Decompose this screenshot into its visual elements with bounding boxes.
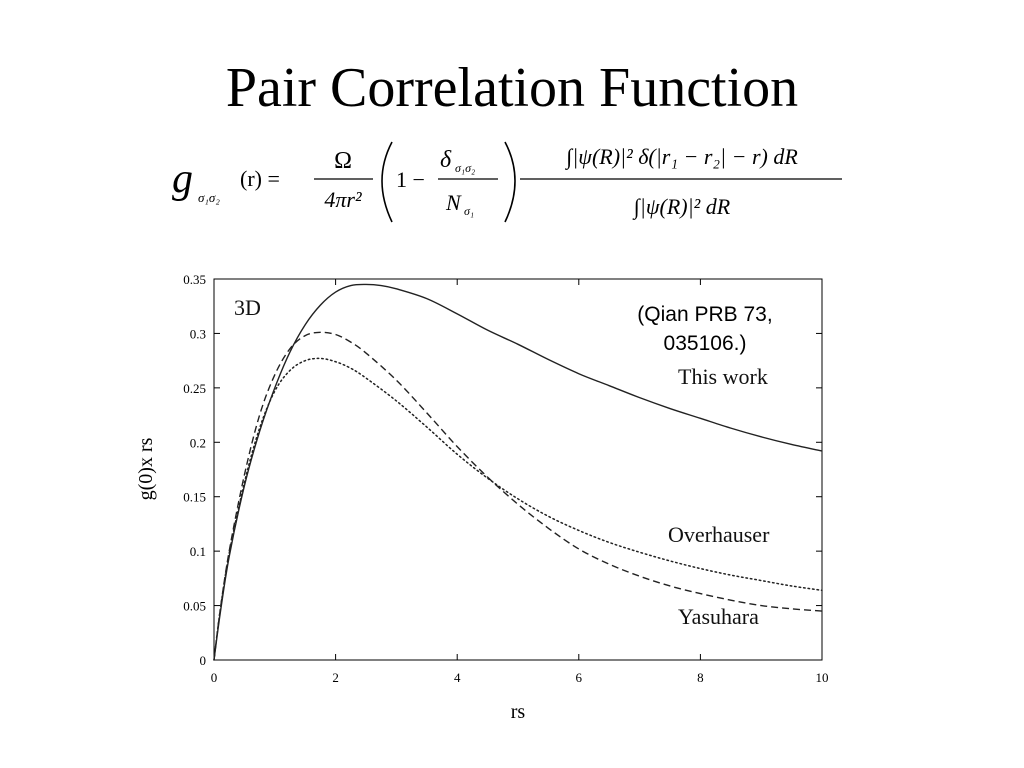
y-tick-label: 0 — [200, 653, 207, 668]
formula-frac3-den: ∫|ψ(R)|² dR — [632, 194, 731, 220]
formula-frac2-num: δ — [440, 147, 452, 173]
y-tick-label: 0.3 — [190, 326, 206, 341]
annotation-3d: 3D — [234, 295, 261, 320]
formula-frac1-num: Ω — [334, 148, 352, 174]
g0-chart-svg: 0 2 4 6 8 10 0 0.05 0.1 0.15 0.2 0.25 0.3 0.35 3D Thi… — [135, 272, 829, 723]
formula-lhs-sub: σ₁σ₂ — [198, 190, 220, 205]
y-tick-label: 0.1 — [190, 544, 206, 559]
x-tick-label: 4 — [454, 670, 461, 685]
y-tick-label: 0.25 — [183, 381, 206, 396]
y-tick-label: 0.35 — [183, 272, 206, 287]
formula-left-paren — [381, 141, 393, 223]
annotation-this-work: This work — [678, 364, 768, 389]
series-group — [213, 283, 823, 661]
axis-ticks: 0 2 4 6 8 10 0 0.05 0.1 0.15 0.2 0.25 0.3 0.35 — [183, 272, 828, 685]
annotation-overhauser: Overhauser — [668, 522, 770, 547]
g0-chart: 0 2 4 6 8 10 0 0.05 0.1 0.15 0.2 0.25 0.3 0.35 3D Thi… — [100, 262, 860, 732]
y-axis-label: g(0)x rs — [135, 437, 157, 500]
formula-frac1-den: 4πr² — [324, 187, 362, 212]
formula-right-paren — [504, 141, 516, 223]
x-tick-label: 6 — [576, 670, 583, 685]
formula-lhs-arg: (r) = — [240, 166, 280, 191]
formula-one-minus: 1 − — [396, 167, 425, 192]
plot-frame — [213, 278, 823, 661]
formula-frac3-num: ∫|ψ(R)|² δ(|r₁ − r₂| − r) dR — [564, 144, 798, 170]
slide-title: Pair Correlation Function — [225, 57, 799, 119]
x-tick-label: 10 — [816, 670, 829, 685]
series-line-yasuhara — [213, 331, 823, 661]
y-tick-label: 0.05 — [183, 599, 206, 614]
x-tick-label: 2 — [332, 670, 339, 685]
formula-frac2-den: N — [445, 190, 462, 215]
x-tick-label: 8 — [697, 670, 704, 685]
series-line-overhauser — [213, 357, 823, 661]
pair-correlation-formula: g σ₁σ₂ (r) = Ω 4πr² 1 − δ σ₁σ₂ N σ₁ ∫|ψ(… — [0, 130, 1024, 240]
formula-lhs: g — [172, 156, 193, 202]
citation-text: (Qian PRB 73, 035106.) — [637, 303, 773, 355]
y-tick-label: 0.15 — [183, 490, 206, 505]
y-tick-label: 0.2 — [190, 435, 206, 450]
annotation-yasuhara: Yasuhara — [678, 604, 759, 629]
x-tick-label: 0 — [211, 670, 218, 685]
formula-frac2-num-sub: σ₁σ₂ — [455, 161, 475, 175]
formula-frac2-den-sub: σ₁ — [464, 204, 474, 218]
x-axis-label: rs — [511, 701, 526, 723]
